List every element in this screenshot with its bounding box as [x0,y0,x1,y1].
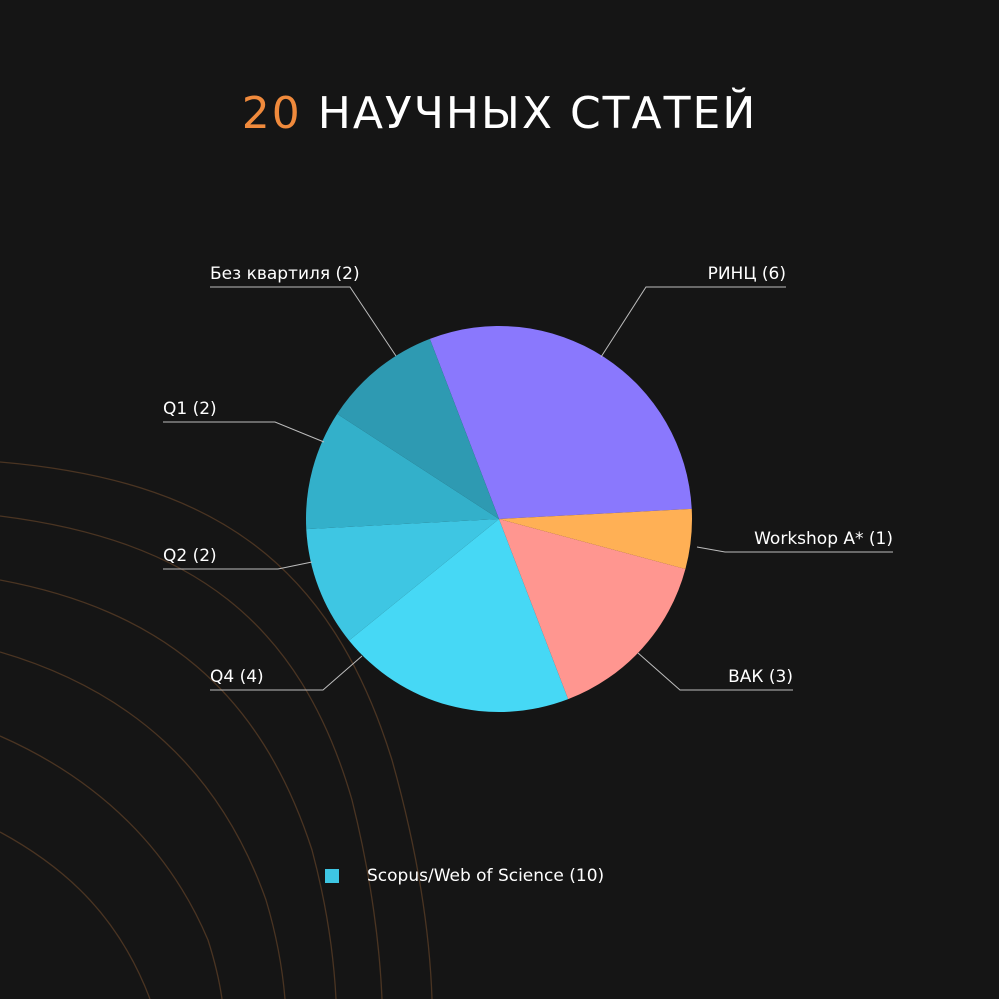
chart-title: 20 НАУЧНЫХ СТАТЕЙ [0,88,999,139]
slice-label-2: Без квартиля (2) [210,264,360,284]
slice-label-1: РИНЦ (6) [708,264,786,284]
leader-line-3 [163,421,325,443]
leader-line-2 [210,286,397,357]
decor-arc-4 [0,651,286,999]
title-count: 20 [241,88,302,139]
slice-label-5: Q4 (4) [210,667,264,687]
slice-label-4: Q2 (2) [163,546,217,566]
decor-arc-1 [0,461,433,999]
pie-slices [305,325,693,713]
decor-arc-3 [0,579,337,999]
leader-line-6 [637,652,793,691]
decorative-arcs [0,461,433,999]
decor-arc-6 [0,831,151,999]
leader-line-4 [163,561,313,570]
leader-line-7 [696,546,893,553]
pie-slice-6 [499,519,686,700]
pie-slice-1 [429,325,692,519]
decor-arc-5 [0,735,223,999]
pie-slice-4 [306,519,499,641]
pie-slice-3 [305,413,499,530]
legend-label: Scopus/Web of Science (10) [367,866,605,886]
title-text: НАУЧНЫХ СТАТЕЙ [317,88,758,139]
pie-slice-2 [337,338,499,519]
chart-legend: Scopus/Web of Science (10) [325,863,604,889]
leader-lines [163,286,893,691]
leader-line-1 [600,286,786,358]
slice-label-3: Q1 (2) [163,399,217,419]
pie-slice-5 [349,519,569,713]
leader-line-5 [210,655,363,691]
slice-label-7: Workshop A* (1) [754,529,893,549]
slice-labels: РИНЦ (6) Без квартиля (2) Q1 (2) Q2 (2) Q4 (… [163,264,893,687]
legend-swatch [325,869,339,883]
pie-slice-7 [499,508,693,569]
decor-arc-2 [0,515,383,999]
slice-label-6: ВАК (3) [728,667,793,687]
